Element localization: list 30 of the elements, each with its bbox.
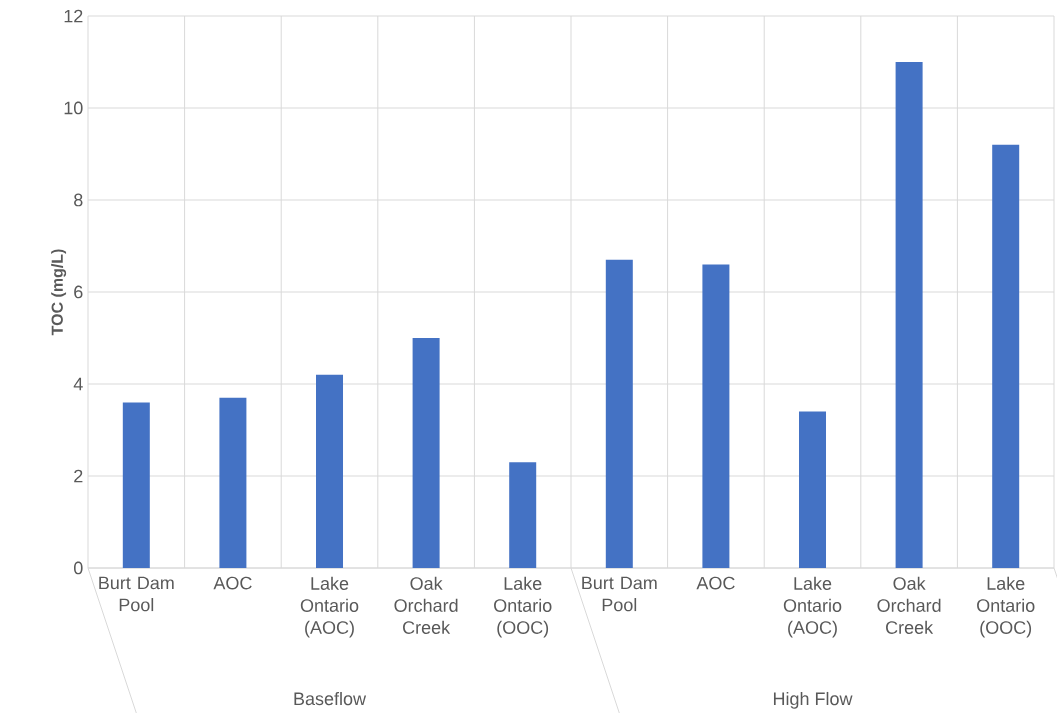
x-tick-label: AOC <box>213 576 252 590</box>
x-tick-label: Lake Ontario (AOC) <box>783 576 842 638</box>
text: High Flow <box>773 691 853 709</box>
bar <box>895 61 923 568</box>
bar <box>799 411 827 568</box>
x-tick-label: Lake Ontario (OOC) <box>494 576 552 638</box>
x-tick-label: Lake Ontario (AOC) <box>300 576 359 638</box>
bar <box>605 259 633 568</box>
y-tick-label: 0 <box>74 561 83 575</box>
x-tick-label: Burt Dam Pool <box>582 576 657 612</box>
bar <box>219 397 247 568</box>
bar <box>509 462 537 568</box>
y-tick-label: 6 <box>74 285 83 299</box>
x-tick-label: Oak Orchard Creek <box>394 576 458 634</box>
y-tick-label: 4 <box>73 377 83 391</box>
text: Baseflow <box>294 691 367 706</box>
bar <box>992 144 1020 568</box>
x-tick-label: Lake Ontario (OOC) <box>977 576 1035 638</box>
x-tick-label: Oak Orchard Creek <box>877 576 941 634</box>
y-tick-label: 2 <box>74 469 83 483</box>
bar <box>122 402 150 568</box>
bar <box>412 337 440 568</box>
y-tick-label: 8 <box>74 193 83 207</box>
y-axis-title: TOC (mg/L) <box>51 249 67 336</box>
bar <box>316 374 344 568</box>
bar <box>702 264 730 568</box>
y-tick-label: 12 <box>64 9 83 23</box>
x-tick-label: Burt Dam Pool <box>99 576 174 612</box>
y-tick-label: 10 <box>64 101 83 115</box>
x-tick-label: AOC <box>696 576 735 590</box>
